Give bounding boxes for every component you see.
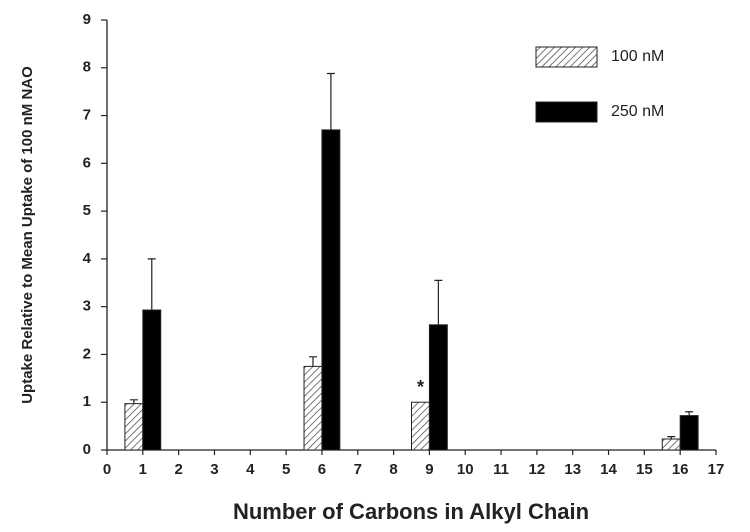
y-tick-label: 7 [83,107,91,124]
bar [661,438,681,451]
x-tick-label: 13 [564,461,581,478]
error-bar [685,411,694,416]
y-tick-label: 0 [83,441,91,458]
x-tick-label: 7 [354,461,362,478]
bar [411,401,430,451]
x-tick-label: 17 [708,461,725,478]
error-bar [129,399,138,404]
x-tick-label: 0 [103,461,111,478]
x-tick-label: 2 [174,461,182,478]
y-tick-label: 1 [83,393,91,410]
x-tick-label: 11 [493,461,509,478]
y-tick-label: 3 [83,298,91,315]
legend-label: 100 nM [611,48,664,65]
x-tick-label: 3 [210,461,218,478]
error-bar [667,436,676,440]
bar [142,309,162,451]
x-tick-label: 1 [139,461,147,478]
bar [124,403,144,451]
y-tick-label: 2 [83,345,91,362]
y-tick-label: 9 [83,11,91,28]
y-tick-label: 8 [83,59,91,76]
bar [321,129,341,451]
x-tick-label: 9 [425,461,433,478]
x-tick-label: 16 [672,461,689,478]
x-tick-label: 12 [529,461,546,478]
legend-label: 250 nM [611,103,664,120]
x-tick-label: 14 [600,461,617,478]
error-bar [326,72,335,130]
error-bar [308,356,317,367]
x-axis-title: Number of Carbons in Alkyl Chain [233,499,589,524]
x-tick-label: 5 [282,461,290,478]
x-tick-label: 10 [457,461,474,478]
x-tick-label: 6 [318,461,326,478]
y-tick-label: 6 [83,154,91,171]
legend-swatch [535,46,598,68]
error-bar [434,279,443,325]
bar [679,415,699,451]
bar [428,324,448,451]
y-tick-label: 5 [83,202,91,219]
x-tick-label: 8 [389,461,397,478]
x-tick-label: 15 [636,461,653,478]
x-tick-label: 4 [246,461,255,478]
y-tick-label: 4 [83,250,92,267]
bar [303,365,323,451]
y-axis-title: Uptake Relative to Mean Uptake of 100 nM… [19,66,36,404]
annotation: * [417,377,424,397]
error-bar [147,258,156,311]
legend-swatch [535,101,598,123]
